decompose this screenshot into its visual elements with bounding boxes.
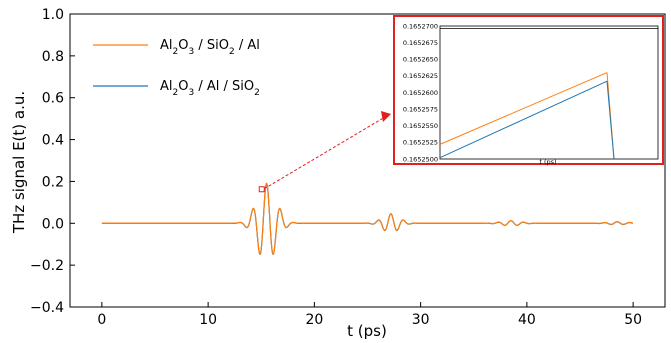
inset-drop-blue <box>606 81 615 160</box>
inset-x-axis-label: t (ps) <box>539 158 556 166</box>
inset-y-tick-label: 0.1652700 <box>403 22 438 30</box>
y-tick-label: 0.8 <box>42 49 64 65</box>
x-tick-label: 40 <box>518 312 536 328</box>
x-tick-label: 0 <box>97 312 106 328</box>
inset-y-tick-label: 0.1652625 <box>403 72 438 80</box>
inset-y-tick-label: 0.1652650 <box>403 56 438 64</box>
x-axis: 0 10 20 30 40 50 <box>97 302 642 328</box>
y-tick-label: 1.0 <box>42 7 64 23</box>
inset-y-axis: 0.1652700 0.1652675 0.1652650 0.1652625 0.16… <box>403 22 438 163</box>
y-axis-label: THz signal E(t) a.u. <box>10 91 28 234</box>
x-tick-label: 30 <box>412 312 430 328</box>
legend-label-al2o3-sio2-al: Al2O3 / SiO2 / Al <box>160 38 260 57</box>
inset-y-tick-label: 0.1652525 <box>403 139 438 147</box>
legend: Al2O3 / SiO2 / Al Al2O3 / Al / SiO2 <box>93 38 260 98</box>
plot-frame <box>69 13 666 308</box>
zoom-marker <box>258 186 265 193</box>
x-tick-label: 10 <box>199 312 217 328</box>
inset-plot-frame <box>439 25 659 160</box>
y-tick-label: −0.2 <box>30 258 64 274</box>
x-tick-label: 20 <box>305 312 323 328</box>
inset-chart: 0.1652700 0.1652675 0.1652650 0.1652625 0.16… <box>393 15 664 166</box>
inset-y-tick-label: 0.1652675 <box>403 39 438 47</box>
inset-series-blue <box>439 80 608 159</box>
y-tick-label: 0.4 <box>42 133 64 149</box>
inset-series-orange <box>439 72 608 145</box>
y-tick-label: −0.4 <box>30 300 64 316</box>
zoom-arrow-line <box>263 116 386 190</box>
series-line-al2o3-sio2-al <box>101 182 634 255</box>
y-axis: −0.4 −0.2 0.0 0.2 0.4 0.6 0.8 1.0 <box>30 7 75 316</box>
y-tick-label: 0.0 <box>42 216 64 232</box>
inset-y-tick-label: 0.1652575 <box>403 105 438 113</box>
x-axis-label: t (ps) <box>347 322 387 340</box>
inset-y-tick-label: 0.1652550 <box>403 122 438 130</box>
zoom-arrow-head <box>381 111 391 122</box>
x-tick-label: 50 <box>624 312 642 328</box>
y-tick-label: 0.6 <box>42 91 64 107</box>
y-tick-label: 0.2 <box>42 174 64 190</box>
inset-y-tick-label: 0.1652600 <box>403 89 438 97</box>
legend-label-al2o3-al-sio2: Al2O3 / Al / SiO2 <box>160 79 260 98</box>
inset-y-tick-label: 0.1652500 <box>403 155 438 163</box>
series-line-al2o3-al-sio2 <box>101 182 634 256</box>
